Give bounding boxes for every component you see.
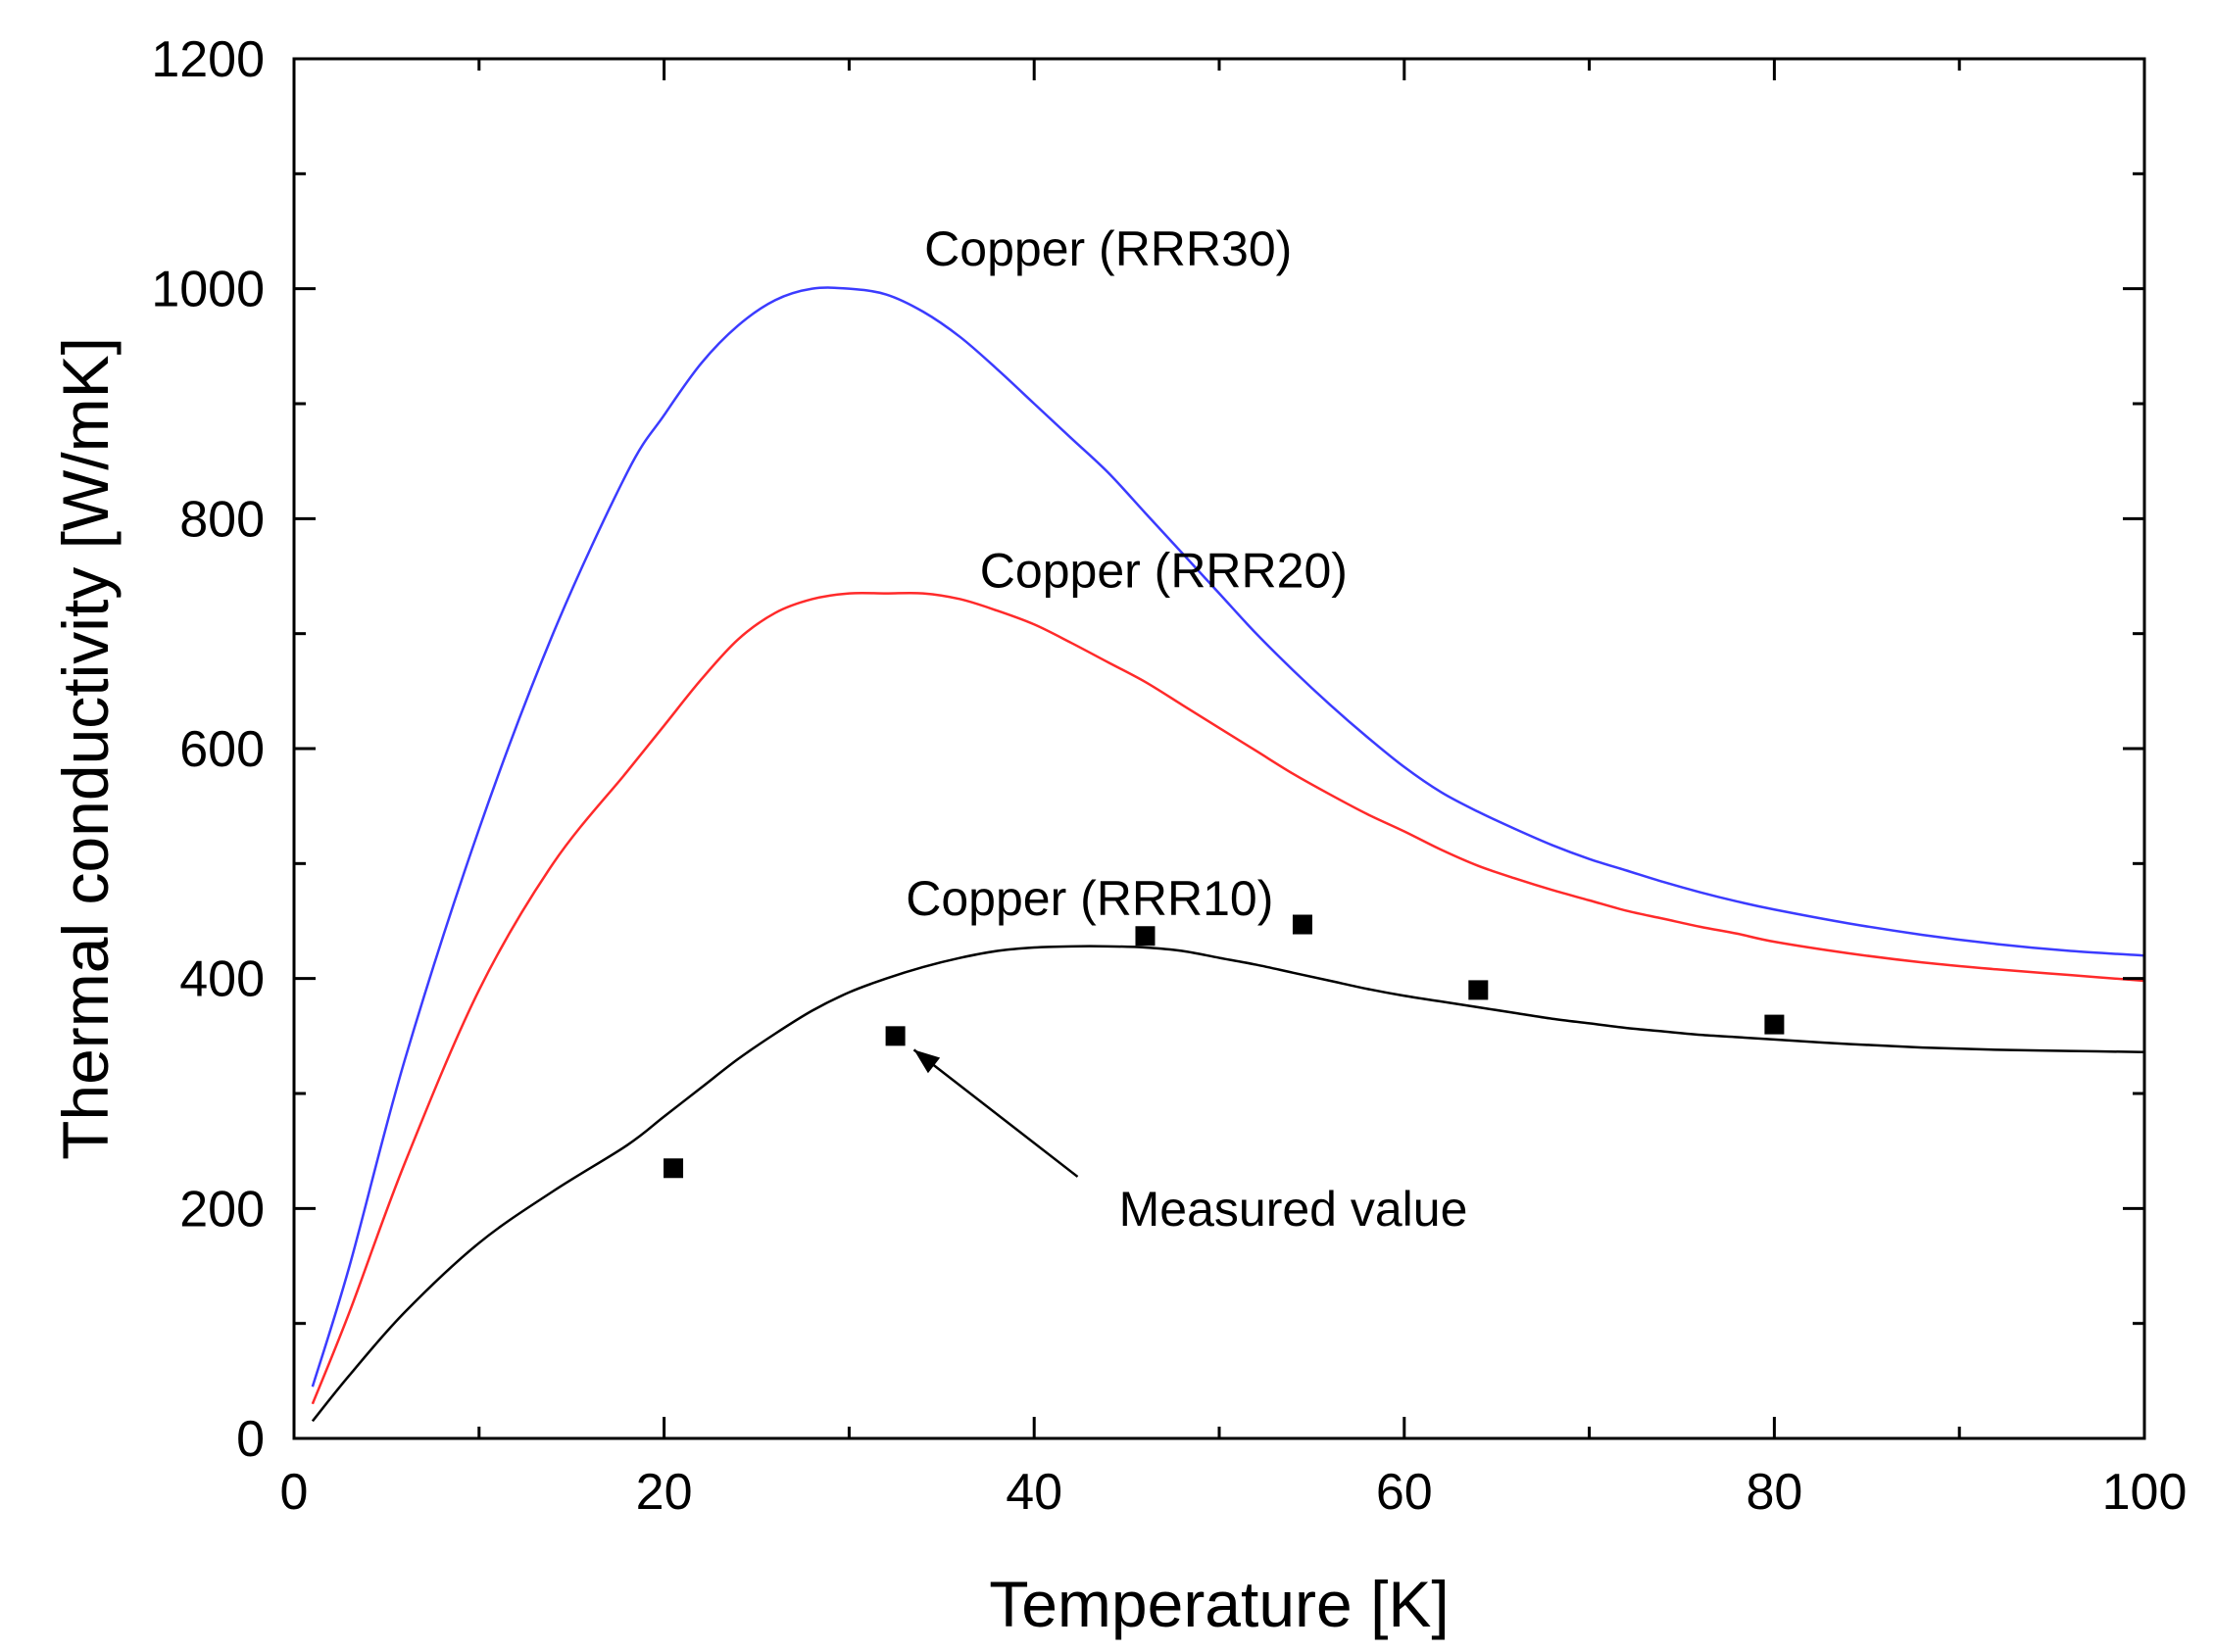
x-tick-label: 100 [2102,1464,2188,1521]
series-layer [311,286,2145,1423]
annotation-label: Copper (RRR30) [924,221,1292,276]
x-axis-title: Temperature [K] [989,1568,1450,1640]
x-tick-label: 60 [1376,1464,1433,1521]
annotation-arrow-line [912,1048,1079,1178]
x-tick-label: 40 [1006,1464,1062,1521]
x-tick-label: 0 [280,1464,309,1521]
series-line-copper-rrr20 [311,591,2145,1405]
y-tick-label: 600 [179,721,265,778]
y-tick-label: 200 [179,1181,265,1238]
annotation-layer: Copper (RRR30) Copper (RRR20) Copper (RRR1… [906,221,1467,1237]
annotation-label: Copper (RRR20) [980,544,1348,599]
measured-point [664,1158,684,1179]
y-tick-label: 800 [179,491,265,548]
measured-point [885,1026,906,1046]
y-axis-title: Thermal conductivity [W/mK] [49,337,122,1160]
annotation-label: Measured value [1119,1182,1468,1237]
annotation-label: Copper (RRR10) [906,871,1273,926]
measured-point [1764,1014,1785,1035]
measured-point [1292,914,1312,935]
series-line-copper-rrr30 [311,286,2145,1387]
annotation-arrowhead [913,1049,941,1074]
y-tick-label: 0 [236,1411,265,1468]
y-tick-label: 1000 [151,262,265,318]
marker-layer [664,914,1785,1179]
x-tick-label: 20 [636,1464,693,1521]
measured-point [1135,926,1156,947]
plot-frame [292,57,2146,1440]
y-tick-label: 400 [179,951,265,1008]
measured-point [1468,980,1489,1000]
y-tick-label: 1200 [151,31,265,88]
x-tick-label: 80 [1746,1464,1802,1521]
series-line-copper-rrr10 [311,945,2145,1423]
